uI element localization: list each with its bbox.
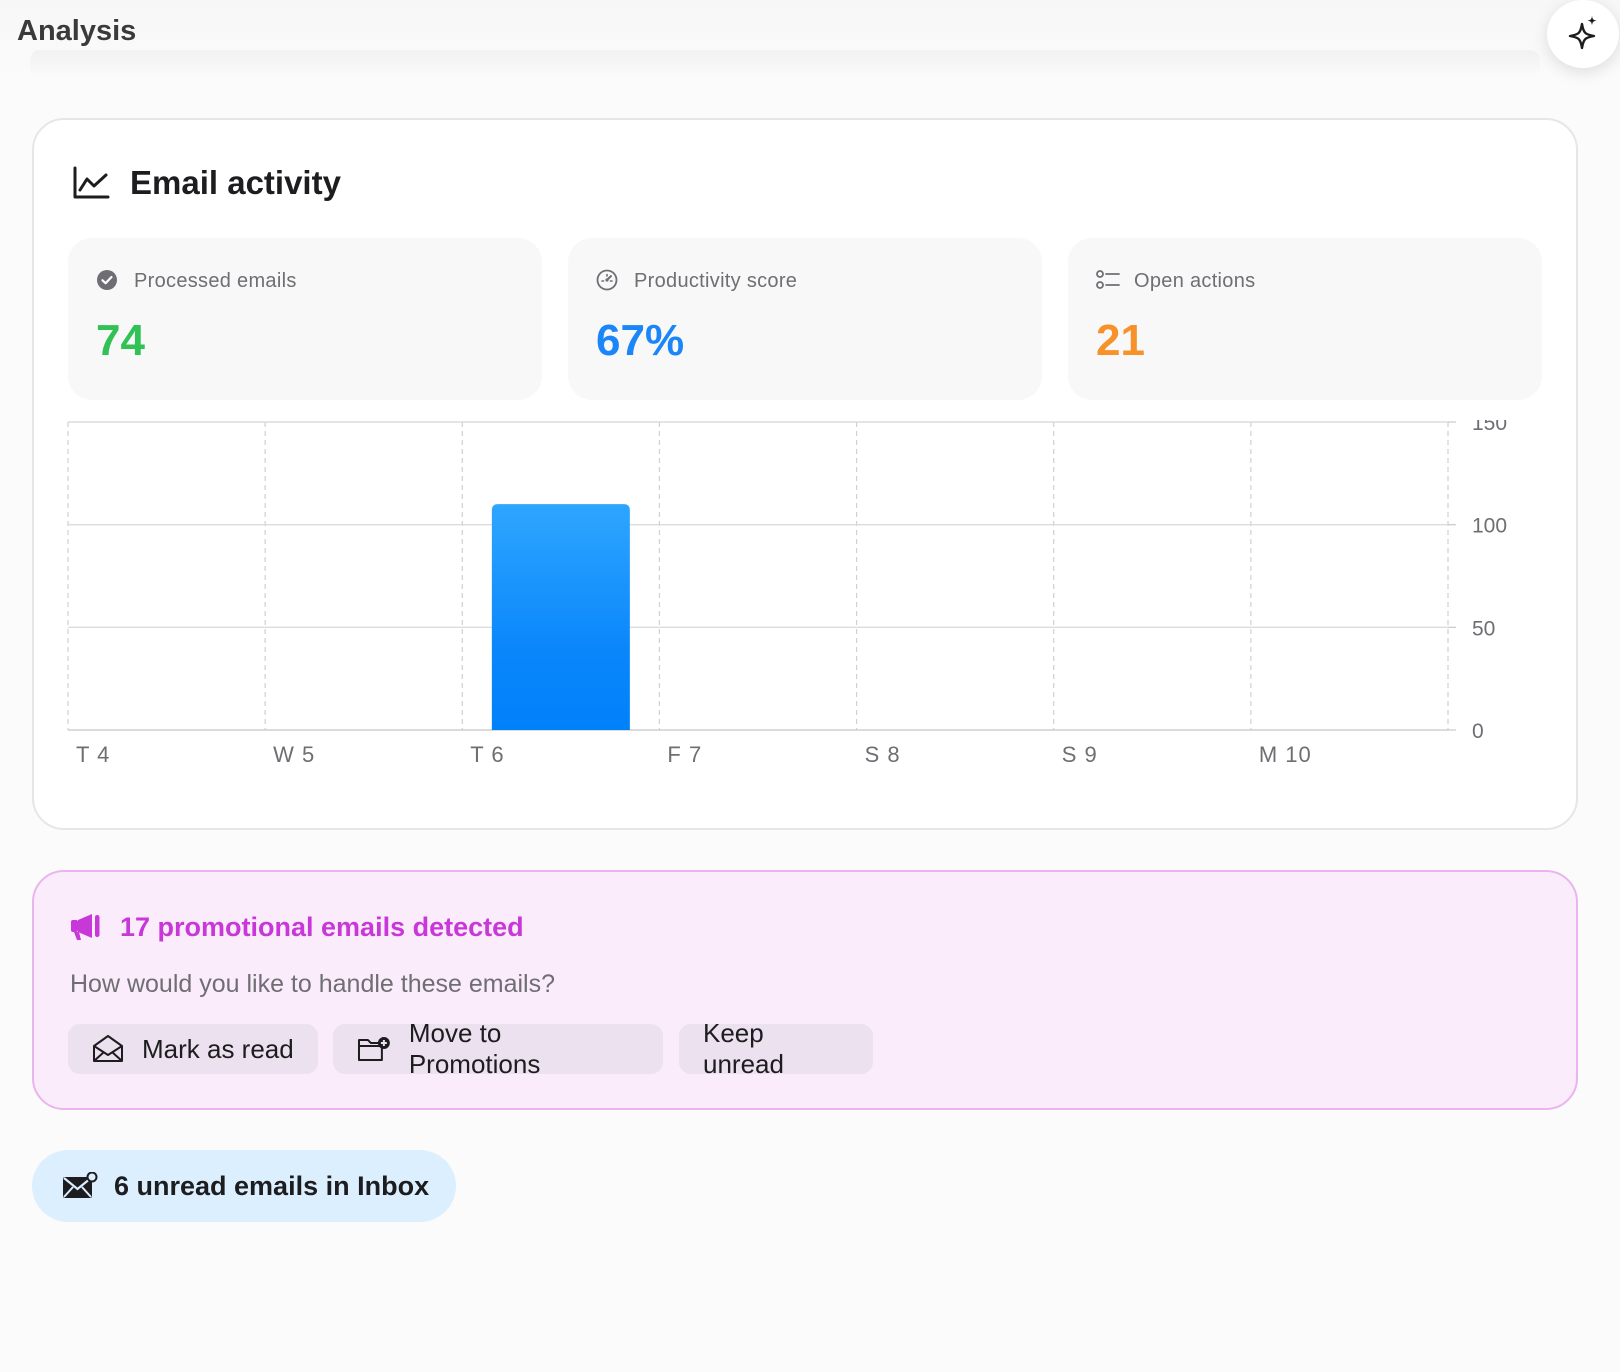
keep-unread-button[interactable]: Keep unread	[679, 1018, 873, 1079]
unread-inbox-text: 6 unread emails in Inbox	[114, 1170, 430, 1201]
move-to-promotions-label: Move to Promotions	[408, 1018, 541, 1079]
check-circle-icon	[97, 270, 117, 290]
activity-chart: 0 50 100 150 T 4 W 5 T 6 F 7 S 8 S 9 M 10	[34, 412, 1580, 800]
stat-open-actions: Open actions 21	[1068, 238, 1542, 400]
folder-add-icon	[357, 1037, 390, 1061]
stat-processed-emails: Processed emails 74	[68, 238, 542, 400]
keep-unread-label: Keep unread	[703, 1018, 784, 1079]
gauge-icon	[596, 269, 618, 291]
stat-value: 74	[96, 316, 145, 365]
bar-t-6	[491, 504, 630, 730]
card-title: Email activity	[130, 164, 341, 201]
email-activity-card: Email activity Processed emails 74 Produ…	[32, 118, 1578, 830]
x-tick-label: W 5	[273, 742, 315, 767]
y-tick-label: 150	[1472, 420, 1507, 435]
stat-value: 21	[1096, 316, 1145, 365]
x-tick-label: F 7	[667, 742, 702, 767]
bar-chart: 0 50 100 150 T 4 W 5 T 6 F 7 S 8 S 9 M 10	[67, 412, 1507, 767]
mark-as-read-button[interactable]: Mark as read	[68, 1024, 318, 1074]
top-bar-shadow	[30, 50, 1540, 78]
line-chart-icon	[73, 166, 110, 199]
x-tick-label: M 10	[1259, 742, 1312, 767]
unread-inbox-pill[interactable]: 6 unread emails in Inbox	[32, 1150, 456, 1222]
assistant-button[interactable]	[1547, 0, 1619, 68]
stat-productivity-score: Productivity score 67%	[568, 238, 1042, 400]
promo-title: 17 promotional emails detected	[120, 912, 524, 942]
mark-as-read-label: Mark as read	[142, 1033, 294, 1064]
envelope-badge-icon	[63, 1172, 98, 1198]
megaphone-icon	[71, 914, 100, 940]
x-tick-label: S 8	[865, 742, 901, 767]
sparkle-icon	[1568, 16, 1597, 50]
stat-label: Processed emails	[134, 270, 297, 292]
stat-label: Productivity score	[634, 270, 798, 292]
promo-question: How would you like to handle these email…	[70, 970, 555, 998]
y-tick-label: 0	[1472, 720, 1484, 743]
x-tick-label: T 6	[470, 742, 504, 767]
move-to-promotions-button[interactable]: Move to Promotions	[333, 1018, 663, 1079]
stat-label: Open actions	[1134, 270, 1256, 292]
y-tick-label: 100	[1472, 515, 1507, 538]
x-tick-label: S 9	[1062, 742, 1098, 767]
checklist-icon	[1096, 270, 1120, 289]
card-header: Email activity	[72, 164, 341, 202]
stat-value: 67%	[596, 316, 685, 365]
promo-alert-card: 17 promotional emails detected How would…	[32, 870, 1578, 1110]
page-title: Analysis	[17, 15, 137, 47]
y-tick-label: 50	[1472, 617, 1495, 640]
top-bar: Analysis	[0, 0, 1620, 80]
x-tick-label: T 4	[76, 742, 110, 767]
envelope-open-icon	[93, 1035, 123, 1062]
